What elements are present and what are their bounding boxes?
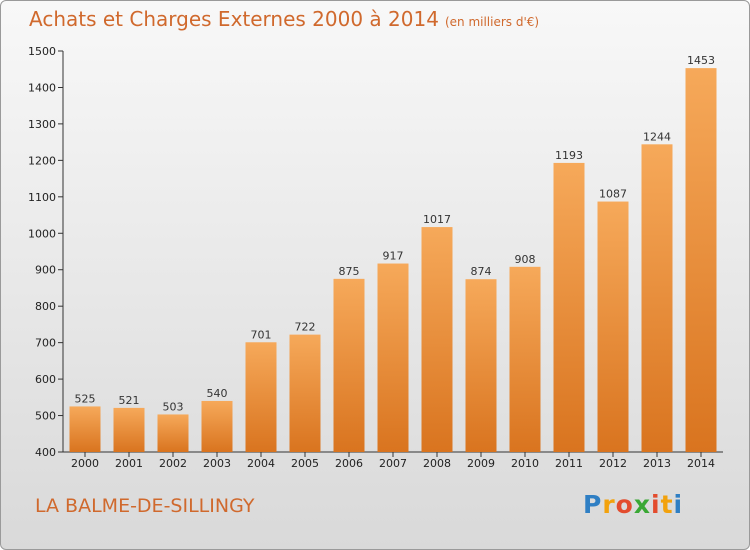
data-label-2003: 540	[207, 387, 228, 400]
x-tick-label-2009: 2009	[467, 457, 495, 470]
data-label-2000: 525	[75, 392, 96, 405]
y-tick-label: 1100	[28, 191, 56, 204]
x-tick-label-2003: 2003	[203, 457, 231, 470]
y-tick-label: 400	[35, 446, 56, 459]
x-tick-label-2008: 2008	[423, 457, 451, 470]
y-tick-label: 1200	[28, 154, 56, 167]
y-tick-label: 800	[35, 300, 56, 313]
logo-letter: o	[615, 490, 634, 519]
location-label: LA BALME-DE-SILLINGY	[35, 495, 255, 517]
data-label-2008: 1017	[423, 213, 451, 226]
chart-subtitle: (en milliers d'€)	[444, 15, 540, 29]
x-tick-label-2002: 2002	[159, 457, 187, 470]
bar-2001	[113, 407, 145, 452]
data-label-2002: 503	[163, 400, 184, 413]
x-tick-label-2011: 2011	[555, 457, 583, 470]
x-tick-label-2005: 2005	[291, 457, 319, 470]
y-tick-label: 600	[35, 373, 56, 386]
logo-letter: r	[602, 490, 616, 519]
data-label-2012: 1087	[599, 188, 627, 201]
data-label-2005: 722	[295, 321, 316, 334]
data-label-2013: 1244	[643, 130, 671, 143]
proxiti-logo: Proxiti	[583, 490, 683, 519]
bar-2007	[377, 263, 409, 452]
bar-2011	[553, 162, 585, 452]
logo-letter: P	[583, 490, 603, 519]
data-label-2006: 875	[339, 265, 360, 278]
axes: 400 500 600 700 800 900 1000 1100 1200 1300 1400 15…	[28, 45, 723, 470]
logo-letter: x	[633, 490, 651, 519]
y-tick-label: 700	[35, 337, 56, 350]
x-tick-label-2007: 2007	[379, 457, 407, 470]
bar-2010	[509, 266, 541, 452]
x-tick-label-2004: 2004	[247, 457, 275, 470]
y-tick-label: 1400	[28, 81, 56, 94]
x-tick-label-2000: 2000	[71, 457, 99, 470]
data-labels: 525 521 503 540 701 722 875 917 1017 874 908 1193 10…	[75, 54, 716, 413]
y-tick-label: 1500	[28, 45, 56, 58]
data-label-2014: 1453	[687, 54, 715, 67]
bar-2005	[289, 334, 321, 452]
x-tick-label-2012: 2012	[599, 457, 627, 470]
bar-2006	[333, 278, 365, 452]
x-tick-label-2006: 2006	[335, 457, 363, 470]
data-label-2004: 701	[251, 328, 272, 341]
x-tick-label-2010: 2010	[511, 457, 539, 470]
chart-title: Achats et Charges Externes 2000 à 2014 (e…	[29, 7, 539, 31]
bar-2002	[157, 414, 189, 452]
bar-2009	[465, 279, 497, 452]
x-tick-label-2014: 2014	[687, 457, 715, 470]
bar-2013	[641, 144, 673, 452]
logo-letter: i	[673, 490, 684, 519]
bar-2012	[597, 201, 629, 452]
bar-2014	[685, 68, 717, 452]
bars	[69, 68, 717, 452]
y-tick-label: 1000	[28, 227, 56, 240]
logo-letter: t	[660, 490, 674, 519]
y-tick-label: 900	[35, 264, 56, 277]
x-tick-label-2001: 2001	[115, 457, 143, 470]
bar-2008	[421, 227, 453, 452]
bar-2000	[69, 406, 101, 452]
data-label-2011: 1193	[555, 149, 583, 162]
bar-2003	[201, 400, 233, 452]
data-label-2009: 874	[471, 265, 492, 278]
x-tick-label-2013: 2013	[643, 457, 671, 470]
data-label-2001: 521	[119, 394, 140, 407]
chart-title-text: Achats et Charges Externes 2000 à 2014	[29, 7, 439, 31]
data-label-2007: 917	[383, 250, 404, 263]
y-tick-label: 1300	[28, 118, 56, 131]
data-label-2010: 908	[515, 253, 536, 266]
logo-letter: i	[651, 490, 661, 519]
y-tick-label: 500	[35, 410, 56, 423]
bar-2004	[245, 342, 277, 452]
